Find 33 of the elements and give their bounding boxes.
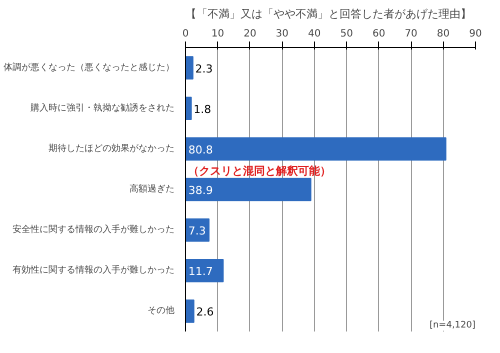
data-label: 7.3: [188, 224, 206, 238]
bar: [186, 96, 192, 120]
x-tick-label: 80: [436, 28, 450, 40]
x-tick-label: 90: [469, 28, 482, 40]
bar: [186, 137, 446, 161]
y-tick-label: 体調が悪くなった（悪くなったと感じた）: [4, 62, 174, 73]
annotation: [n=4,120]: [429, 320, 476, 331]
bar: [186, 258, 224, 282]
bar: [186, 56, 194, 80]
data-label: 2.3: [195, 62, 213, 76]
data-label: 1.8: [194, 102, 212, 116]
data-label: 2.6: [196, 306, 214, 319]
x-tick-label: 40: [308, 28, 321, 40]
x-tick-label: 50: [340, 28, 353, 40]
data-label: 80.8: [188, 143, 213, 156]
y-tick-label: 安全性に関する情報の入手が難しかった: [12, 224, 174, 236]
x-tick-label: 30: [276, 28, 289, 40]
y-tick-label: 有効性に関する情報の入手が難しかった: [12, 264, 174, 276]
bar: [186, 300, 194, 323]
annotation: （クスリと混同と解釈可能）: [188, 164, 331, 178]
x-tick-label: 10: [211, 28, 224, 40]
chart-title: 【「不満」又は「やや不満」と回答した者があげた理由】: [186, 8, 472, 20]
y-tick-label: 高額過ぎた: [130, 184, 174, 194]
y-tick-label: その他: [148, 305, 174, 316]
y-tick-label: 購入時に強引・執拗な勧誘をされた: [30, 102, 174, 114]
bar: [186, 178, 312, 202]
data-label: 38.9: [188, 184, 213, 197]
x-tick-label: 0: [182, 28, 189, 40]
x-tick-label: 20: [244, 28, 256, 40]
data-label: 11.7: [188, 265, 213, 278]
x-tick-label: 60: [372, 28, 386, 40]
y-tick-label: 期待したほどの効果がなかった: [48, 142, 174, 154]
x-tick-label: 70: [404, 28, 418, 40]
